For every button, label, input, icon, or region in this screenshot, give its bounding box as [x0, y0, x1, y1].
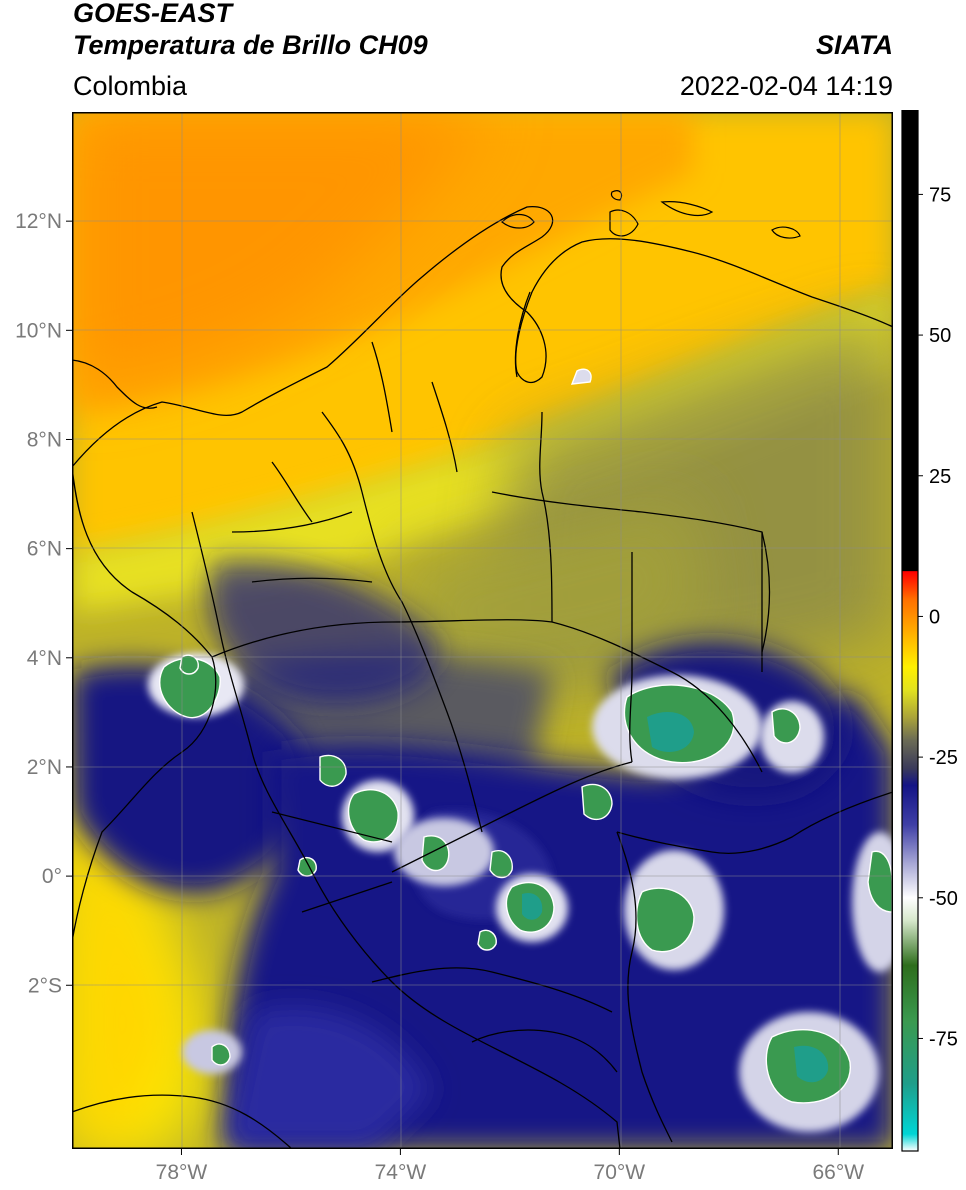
lon-label: 78°W	[156, 1161, 208, 1184]
brand-label: SIATA	[816, 30, 893, 60]
lat-label: 0°	[42, 865, 62, 888]
colorbar-tick-label: -50	[929, 888, 958, 910]
colorbar-tick-label: -75	[929, 1028, 958, 1050]
colorbar-tick-label: 0	[929, 606, 940, 628]
colorbar: 75 50 25 0 -25 -50 -75	[901, 110, 958, 1152]
region-label: Colombia	[73, 71, 188, 101]
lat-label: 2°N	[27, 756, 62, 779]
latitude-labels: 12°N 10°N 8°N 6°N 4°N 2°N 0° 2°S	[15, 210, 72, 997]
graticule	[72, 112, 893, 1149]
colorbar-tick-label: 25	[929, 466, 951, 488]
lat-label: 6°N	[27, 538, 62, 561]
field-deep-convection	[159, 368, 893, 1104]
lat-label: 12°N	[15, 210, 62, 233]
lon-label: 66°W	[812, 1161, 864, 1184]
coastlines-and-borders	[72, 206, 893, 1149]
lat-label: 8°N	[27, 428, 62, 451]
lat-label: 4°N	[27, 647, 62, 670]
colorbar-tick-label: 50	[929, 325, 951, 347]
product-title: Temperatura de Brillo CH09	[73, 30, 428, 60]
map-frame	[72, 112, 893, 1149]
colorbar-frame	[901, 110, 919, 1152]
lat-label: 10°N	[15, 319, 62, 342]
brightness-temperature-map	[72, 112, 893, 1149]
satellite-title: GOES-EAST	[73, 0, 233, 28]
islands	[501, 190, 801, 239]
colorbar-tick-label: 75	[929, 184, 951, 206]
colorbar-scale	[902, 110, 918, 1151]
longitude-labels: 78°W 74°W 70°W 66°W	[156, 1149, 864, 1184]
colorbar-tick-label: -25	[929, 747, 958, 769]
lat-label: 2°S	[28, 974, 62, 997]
field-warm-bands	[72, 112, 893, 1149]
colorbar-ticks: 75 50 25 0 -25 -50 -75	[918, 184, 958, 1050]
lon-label: 70°W	[594, 1161, 646, 1184]
lon-label: 74°W	[375, 1161, 427, 1184]
timestamp-label: 2022-02-04 14:19	[679, 71, 893, 101]
